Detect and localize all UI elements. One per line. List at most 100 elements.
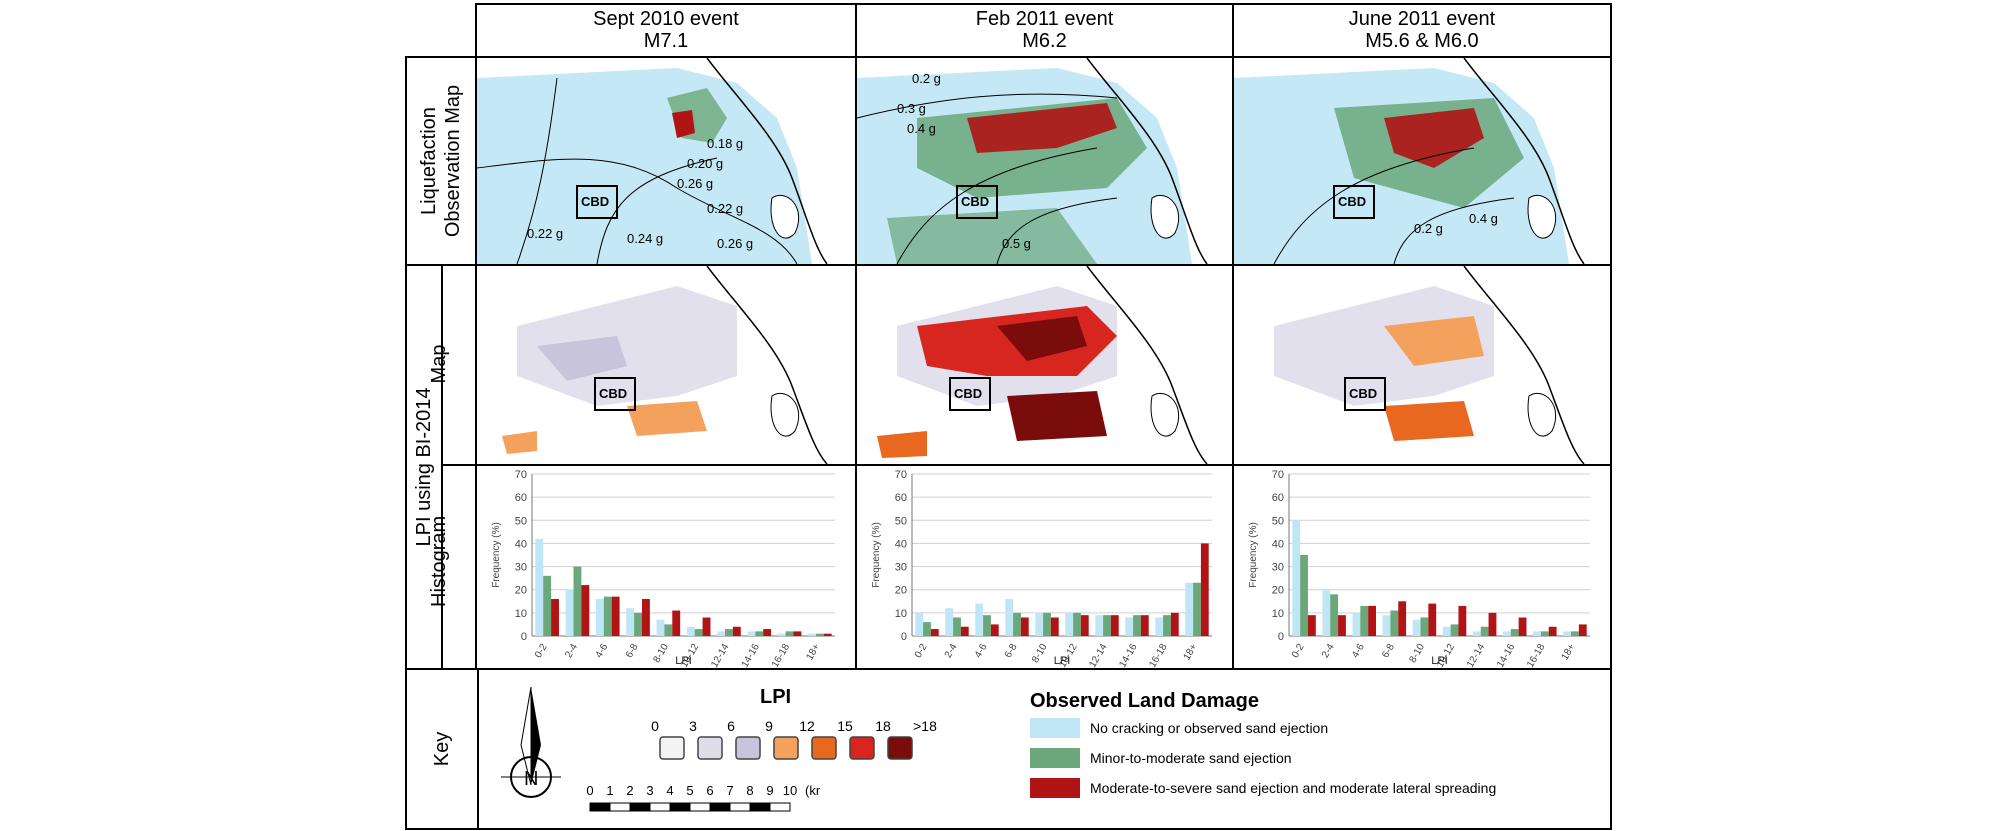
cbd-label: CBD [1349, 386, 1377, 401]
x-tick-label: 16-18 [1525, 642, 1548, 668]
cbd-box [576, 185, 618, 219]
coastline [706, 58, 828, 264]
column-title: Feb 2011 event [975, 8, 1114, 30]
bar [1533, 631, 1541, 636]
row-label-histogram: Histogram [428, 515, 450, 607]
lpi-orange-patch [627, 401, 707, 436]
contour-label: 0.18 g [707, 136, 743, 151]
contour-line [857, 93, 1118, 119]
x-tick-label: 6-8 [624, 642, 641, 660]
bar [1548, 626, 1557, 636]
y-tick-label: 20 [1272, 585, 1284, 597]
bar [953, 617, 961, 636]
column-header-feb: Feb 2011 event M6.2 [857, 8, 1232, 52]
bar [1571, 631, 1579, 636]
coastline [1463, 58, 1585, 264]
bar [1398, 601, 1407, 636]
bar [1518, 617, 1527, 636]
red-patches [1384, 108, 1484, 168]
y-tick-label: 50 [515, 515, 527, 527]
y-tick-label: 0 [901, 631, 907, 643]
lpi-swatch [735, 736, 761, 760]
cbd-label: CBD [1338, 194, 1366, 209]
x-tick-label: 0-2 [913, 642, 930, 660]
lpi-mid-area [537, 336, 627, 381]
lpi-swatch [659, 736, 685, 760]
scale-segment [589, 802, 611, 812]
scale-segment [749, 802, 771, 812]
bar [1110, 615, 1119, 636]
bar [815, 633, 824, 636]
scale-segment [689, 802, 711, 812]
lpi-tick-label: 6 [727, 718, 735, 734]
contour-line [896, 147, 1098, 264]
bar [1163, 615, 1171, 636]
bar [1080, 615, 1089, 636]
lpi-very-high-area [997, 316, 1087, 361]
lpi-map-sept: CBD [477, 266, 855, 464]
bar [664, 624, 673, 636]
x-tick-label: 8-10 [1408, 642, 1428, 665]
bar [641, 598, 650, 636]
x-tick-label: 0-2 [533, 642, 550, 660]
y-tick-label: 70 [895, 469, 907, 481]
x-tick-label: 4-6 [594, 642, 611, 660]
x-tick-label: 14-16 [1117, 642, 1140, 668]
bar [975, 603, 984, 636]
cbd-label: CBD [599, 386, 627, 401]
bar [611, 596, 620, 636]
scale-segment [769, 802, 791, 812]
bar [1300, 555, 1308, 636]
damage-swatch-severe [1030, 778, 1080, 798]
bar [1193, 582, 1201, 636]
lpi-legend: 0 3 6 9 12 15 18 >18 [640, 715, 970, 765]
red-patches [672, 110, 695, 138]
row-label-key: Key [431, 731, 453, 767]
estuary [770, 195, 800, 239]
y-tick-label: 10 [895, 608, 907, 620]
damage-swatch-minor [1030, 748, 1080, 768]
scale-tick-label: 2 [626, 783, 633, 798]
lpi-orange-patch [877, 431, 927, 458]
damage-swatch-none [1030, 718, 1080, 738]
x-tick-label: 4-6 [1350, 642, 1367, 660]
x-tick-label: 18+ [1182, 642, 1200, 662]
contour-label: 0.4 g [907, 121, 936, 136]
coastline [1086, 266, 1208, 464]
x-tick-label: 8-10 [1030, 642, 1050, 665]
bar [1200, 543, 1209, 636]
north-arrow: N [496, 685, 566, 800]
x-axis-label: LPI [675, 655, 692, 667]
bar [1578, 624, 1587, 636]
bar [686, 626, 695, 636]
lpi-legend-title: LPI [760, 686, 792, 708]
bar [1450, 624, 1459, 636]
bar [1503, 631, 1511, 636]
lpi-tick-label: 18 [875, 718, 891, 734]
x-axis-label: LPI [1431, 655, 1448, 667]
y-tick-label: 10 [1272, 608, 1284, 620]
bar [1020, 617, 1029, 636]
cbd-box [956, 185, 998, 219]
bar [1382, 615, 1391, 636]
scale-tick-label: 9 [766, 783, 773, 798]
bar [1472, 631, 1481, 636]
y-tick-label: 20 [895, 585, 907, 597]
x-tick-label: 12-14 [1465, 642, 1488, 668]
x-tick-label: 14-16 [740, 642, 763, 668]
bar [990, 624, 999, 636]
bar [960, 626, 969, 636]
histogram-june: 0 10 20 30 40 50 60 70 0-2 2-4 4-6 6-8 8-10 10-12 12-1… [1234, 466, 1610, 668]
bar [1043, 612, 1051, 636]
row-label-map: Map [428, 344, 450, 384]
lpi-orange-patch [1384, 401, 1474, 441]
scale-tick-label: 7 [726, 783, 733, 798]
bar [565, 589, 574, 636]
contour-line [1273, 147, 1475, 264]
lpi-tick-label: >18 [913, 718, 937, 734]
x-tick-label: 2-4 [943, 642, 960, 660]
y-tick-label: 70 [1272, 469, 1284, 481]
scale-segment [709, 802, 731, 812]
cbd-label: CBD [581, 194, 609, 209]
